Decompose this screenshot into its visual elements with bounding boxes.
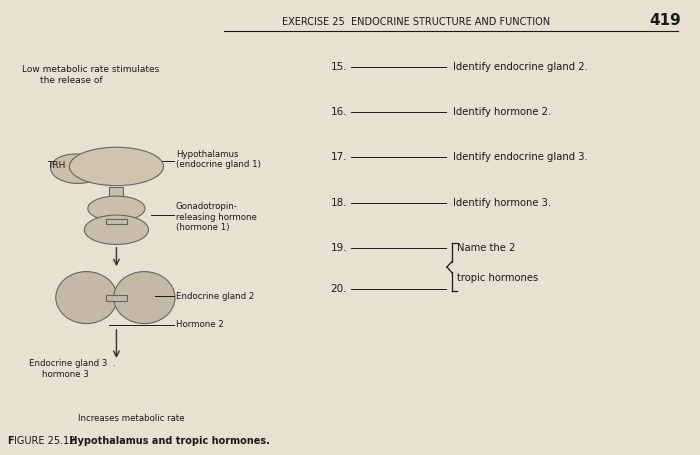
Text: tropic hormones: tropic hormones [456,273,538,283]
Text: hormone 3: hormone 3 [42,370,89,379]
Text: EXERCISE 25  ENDOCRINE STRUCTURE AND FUNCTION: EXERCISE 25 ENDOCRINE STRUCTURE AND FUNC… [282,17,550,27]
Text: Endocrine gland 2: Endocrine gland 2 [176,292,254,301]
Ellipse shape [56,272,117,324]
Text: Identify hormone 3.: Identify hormone 3. [453,197,552,207]
Ellipse shape [50,154,103,183]
Text: 20.: 20. [330,283,347,293]
Text: Name the 2: Name the 2 [456,243,515,253]
Ellipse shape [88,196,145,221]
Ellipse shape [69,147,164,186]
Text: 17.: 17. [330,152,347,162]
Text: Identify hormone 2.: Identify hormone 2. [453,107,552,117]
Text: Hypothalamus
(endocrine gland 1): Hypothalamus (endocrine gland 1) [176,150,260,169]
Polygon shape [106,219,127,224]
Polygon shape [109,187,123,202]
Ellipse shape [113,272,175,324]
Ellipse shape [85,215,148,244]
Text: 419: 419 [650,13,681,28]
Text: Increases metabolic rate: Increases metabolic rate [78,414,185,423]
Text: 15.: 15. [330,62,347,72]
Text: IGURE 25.12: IGURE 25.12 [14,436,82,446]
Text: TRH: TRH [47,161,65,170]
Polygon shape [106,295,127,301]
Text: Low metabolic rate stimulates: Low metabolic rate stimulates [22,65,160,74]
Text: Identify endocrine gland 3.: Identify endocrine gland 3. [453,152,588,162]
Text: Identify endocrine gland 2.: Identify endocrine gland 2. [453,62,588,72]
Text: the release of: the release of [40,76,102,85]
Text: Hypothalamus and tropic hormones.: Hypothalamus and tropic hormones. [66,436,270,446]
Text: Endocrine gland 3  .: Endocrine gland 3 . [29,359,116,368]
Text: 16.: 16. [330,107,347,117]
Text: Hormone 2: Hormone 2 [176,320,223,329]
Text: F: F [7,436,13,446]
Text: 18.: 18. [330,197,347,207]
Text: 19.: 19. [330,243,347,253]
Text: Gonadotropin-
releasing hormone
(hormone 1): Gonadotropin- releasing hormone (hormone… [176,202,257,232]
